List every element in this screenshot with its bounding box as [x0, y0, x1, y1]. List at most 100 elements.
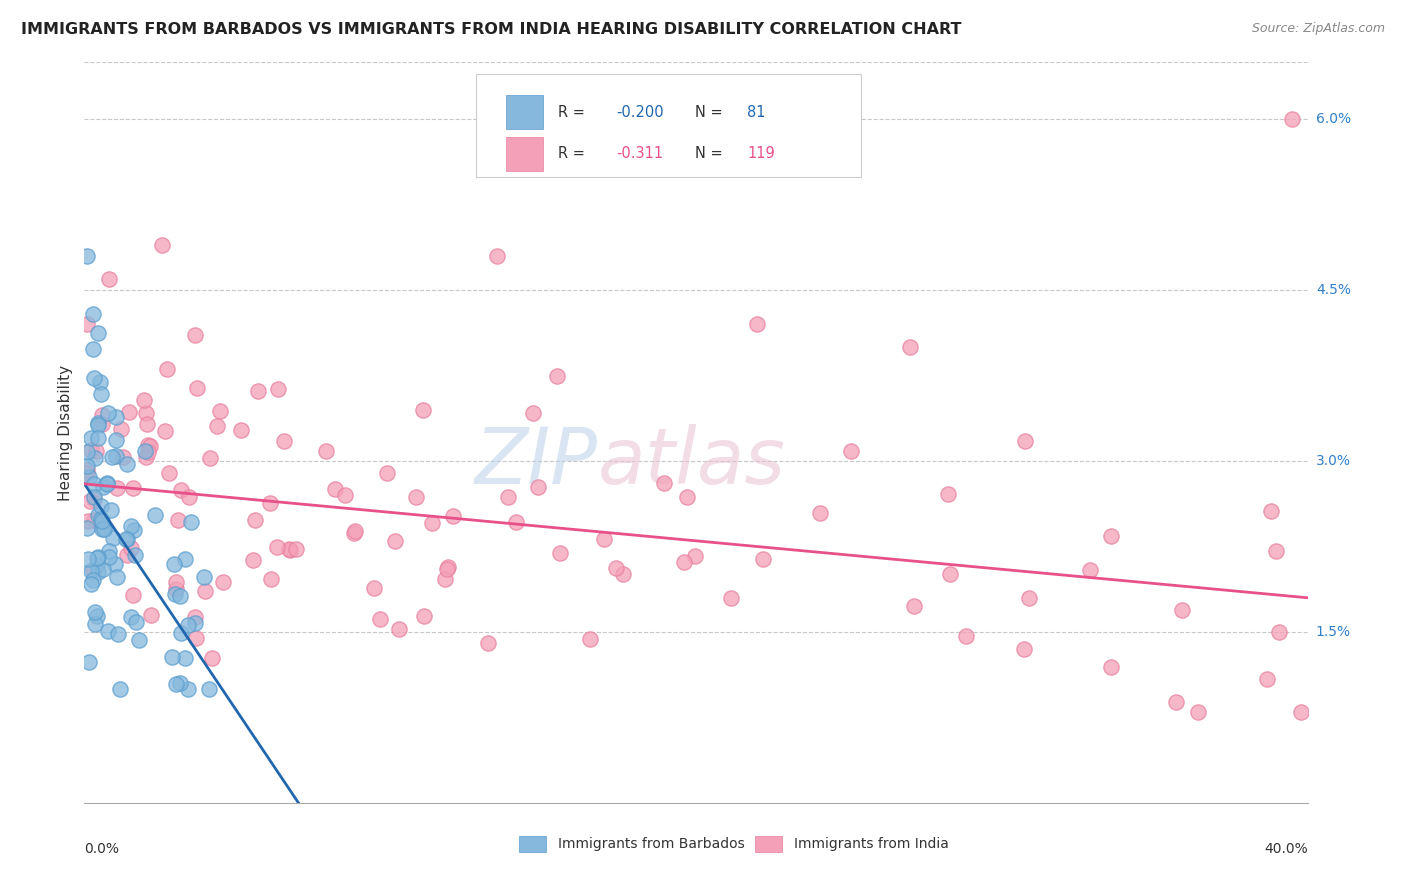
Point	[115, 548, 138, 562]
Text: 6.0%: 6.0%	[1316, 112, 1351, 127]
Point	[76, 463, 98, 477]
Point	[260, 572, 283, 586]
Point	[165, 575, 187, 590]
Bar	[506, 95, 543, 129]
Point	[128, 633, 150, 648]
Point	[86, 558, 108, 572]
Point	[368, 612, 391, 626]
Point	[605, 560, 627, 574]
Point	[323, 482, 346, 496]
Point	[91, 522, 114, 536]
Point	[1099, 529, 1122, 543]
Point	[212, 575, 235, 590]
Point	[173, 651, 195, 665]
Point	[209, 404, 232, 418]
Point	[898, 340, 921, 354]
Point	[120, 519, 142, 533]
Point	[91, 562, 114, 576]
Point	[184, 328, 207, 343]
Point	[135, 406, 157, 420]
Point	[1099, 660, 1122, 674]
Point	[652, 475, 675, 490]
Point	[139, 607, 162, 622]
Point	[136, 438, 159, 452]
Text: -0.311: -0.311	[616, 146, 664, 161]
Text: 4.5%: 4.5%	[1316, 284, 1351, 297]
Point	[247, 384, 270, 398]
Point	[752, 551, 775, 566]
Point	[80, 443, 103, 458]
Point	[121, 588, 143, 602]
Point	[90, 387, 112, 401]
Text: R =: R =	[558, 146, 593, 161]
Point	[83, 513, 105, 527]
Point	[125, 615, 148, 629]
Point	[76, 459, 98, 474]
Point	[76, 520, 98, 534]
Point	[77, 655, 100, 669]
Text: -0.200: -0.200	[616, 104, 664, 120]
Point	[388, 622, 411, 636]
Text: N =: N =	[695, 146, 727, 161]
Point	[939, 567, 962, 582]
Point	[156, 362, 179, 376]
Point	[936, 487, 959, 501]
Point	[174, 552, 197, 566]
Point	[505, 515, 527, 529]
Point	[101, 450, 124, 464]
Text: 81: 81	[748, 104, 766, 120]
Point	[184, 616, 207, 631]
Point	[104, 433, 127, 447]
Point	[170, 626, 193, 640]
Point	[278, 541, 301, 556]
Text: 3.0%: 3.0%	[1316, 454, 1351, 468]
Text: 40.0%: 40.0%	[1264, 842, 1308, 855]
Point	[242, 553, 264, 567]
Point	[87, 508, 110, 522]
Point	[83, 451, 105, 466]
Point	[87, 417, 110, 432]
Point	[343, 525, 366, 540]
Point	[333, 487, 356, 501]
Point	[198, 681, 221, 696]
Point	[1014, 434, 1036, 448]
Point	[1264, 544, 1286, 558]
Point	[441, 509, 464, 524]
Point	[486, 249, 509, 263]
Point	[169, 589, 191, 603]
Point	[104, 449, 127, 463]
Point	[96, 476, 118, 491]
Point	[231, 423, 253, 437]
Point	[118, 405, 141, 419]
Point	[83, 490, 105, 504]
Point	[1164, 695, 1187, 709]
Point	[101, 532, 124, 546]
Point	[93, 520, 115, 534]
Point	[200, 450, 222, 465]
Text: 119: 119	[748, 146, 775, 161]
Point	[1268, 624, 1291, 639]
Point	[1012, 642, 1035, 657]
Point	[105, 481, 128, 495]
Point	[80, 564, 103, 578]
Point	[134, 393, 156, 408]
Point	[405, 490, 427, 504]
Point	[546, 369, 568, 384]
Point	[186, 381, 208, 395]
Point	[169, 675, 191, 690]
Point	[98, 544, 121, 558]
Point	[955, 629, 977, 643]
Text: IMMIGRANTS FROM BARBADOS VS IMMIGRANTS FROM INDIA HEARING DISABILITY CORRELATION: IMMIGRANTS FROM BARBADOS VS IMMIGRANTS F…	[21, 22, 962, 37]
Point	[150, 238, 173, 252]
Point	[83, 371, 105, 385]
Point	[155, 424, 177, 438]
Point	[100, 503, 122, 517]
Bar	[506, 136, 543, 170]
Point	[83, 605, 105, 619]
Point	[579, 632, 602, 646]
Point	[1187, 705, 1209, 719]
Point	[436, 560, 458, 574]
Point	[86, 551, 108, 566]
Point	[165, 677, 187, 691]
Point	[82, 307, 104, 321]
